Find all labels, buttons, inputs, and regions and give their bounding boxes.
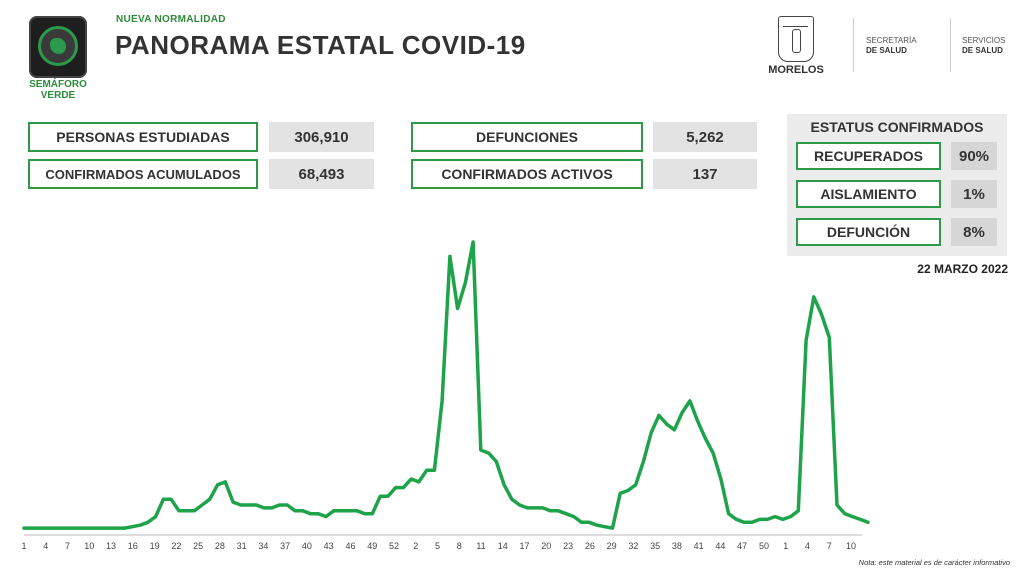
state-label: MORELOS xyxy=(768,64,824,76)
x-tick-label: 46 xyxy=(345,541,355,551)
x-tick-label: 4 xyxy=(43,541,48,551)
x-tick-label: 16 xyxy=(128,541,138,551)
x-tick-label: 49 xyxy=(367,541,377,551)
activos-label: CONFIRMADOS ACTIVOS xyxy=(411,159,643,189)
x-tick-label: 31 xyxy=(237,541,247,551)
recuperados-value: 90% xyxy=(951,142,997,170)
x-tick-label: 1 xyxy=(21,541,26,551)
confirmados-value: 68,493 xyxy=(269,159,374,189)
x-tick-label: 34 xyxy=(258,541,268,551)
x-tick-label: 26 xyxy=(585,541,595,551)
x-tick-label: 10 xyxy=(846,541,856,551)
recuperados-label: RECUPERADOS xyxy=(796,142,941,170)
x-tick-label: 8 xyxy=(457,541,462,551)
series-line xyxy=(22,240,870,530)
personas-value: 306,910 xyxy=(269,122,374,152)
x-tick-label: 43 xyxy=(324,541,334,551)
x-tick-label: 4 xyxy=(805,541,810,551)
defuncion-value: 8% xyxy=(951,218,997,246)
x-tick-label: 17 xyxy=(520,541,530,551)
defuncion-label: DEFUNCIÓN xyxy=(796,218,941,246)
x-tick-label: 29 xyxy=(607,541,617,551)
confirmados-label: CONFIRMADOS ACUMULADOS xyxy=(28,159,258,189)
x-tick-label: 10 xyxy=(84,541,94,551)
x-tick-label: 47 xyxy=(737,541,747,551)
x-tick-label: 1 xyxy=(783,541,788,551)
personas-label: PERSONAS ESTUDIADAS xyxy=(28,122,258,152)
x-tick-label: 5 xyxy=(435,541,440,551)
x-tick-label: 28 xyxy=(215,541,225,551)
report-date: 22 MARZO 2022 xyxy=(917,262,1008,276)
x-tick-label: 14 xyxy=(498,541,508,551)
x-tick-label: 38 xyxy=(672,541,682,551)
semaforo-light-icon xyxy=(38,26,78,66)
x-tick-label: 2 xyxy=(413,541,418,551)
cases-line-chart: 1 4 7 10 13 16 19 22 25 28 31 34 37 40 43 46 49 52 2 5 8 11 14… xyxy=(21,240,870,551)
header-divider xyxy=(950,18,951,72)
aislamiento-value: 1% xyxy=(951,180,997,208)
x-tick-label: 41 xyxy=(694,541,704,551)
org-logo-secretaria: SECRETARÍA DE SALUD xyxy=(866,36,917,55)
x-tick-label: 50 xyxy=(759,541,769,551)
x-tick-label: 25 xyxy=(193,541,203,551)
x-tick-label: 19 xyxy=(150,541,160,551)
semaforo-label: SEMÁFORO VERDE xyxy=(29,79,87,101)
x-tick-label: 32 xyxy=(628,541,638,551)
status-title: ESTATUS CONFIRMADOS xyxy=(810,119,984,135)
x-tick-label: 37 xyxy=(280,541,290,551)
page-kicker: NUEVA NORMALIDAD xyxy=(116,14,226,25)
x-tick-label: 11 xyxy=(476,541,485,551)
x-tick-label: 44 xyxy=(715,541,725,551)
semaforo-badge xyxy=(29,16,87,78)
defunciones-value: 5,262 xyxy=(653,122,757,152)
x-tick-label: 22 xyxy=(171,541,181,551)
page-title: PANORAMA ESTATAL COVID-19 xyxy=(115,30,526,60)
state-map-icon xyxy=(50,38,66,54)
x-tick-label: 20 xyxy=(541,541,551,551)
x-tick-label: 7 xyxy=(827,541,832,551)
activos-value: 137 xyxy=(653,159,757,189)
header-divider xyxy=(853,18,854,72)
x-tick-label: 7 xyxy=(65,541,70,551)
aislamiento-label: AISLAMIENTO xyxy=(796,180,941,208)
defunciones-label: DEFUNCIONES xyxy=(411,122,643,152)
x-tick-label: 35 xyxy=(650,541,660,551)
x-tick-label: 40 xyxy=(302,541,312,551)
footnote: Nota: este material es de carácter infor… xyxy=(858,558,1010,567)
state-crest-icon xyxy=(778,16,814,62)
x-tick-label: 13 xyxy=(106,541,116,551)
x-tick-label: 52 xyxy=(389,541,399,551)
x-tick-label: 23 xyxy=(563,541,573,551)
org-logo-servicios: SERVICIOS DE SALUD xyxy=(962,36,1006,55)
